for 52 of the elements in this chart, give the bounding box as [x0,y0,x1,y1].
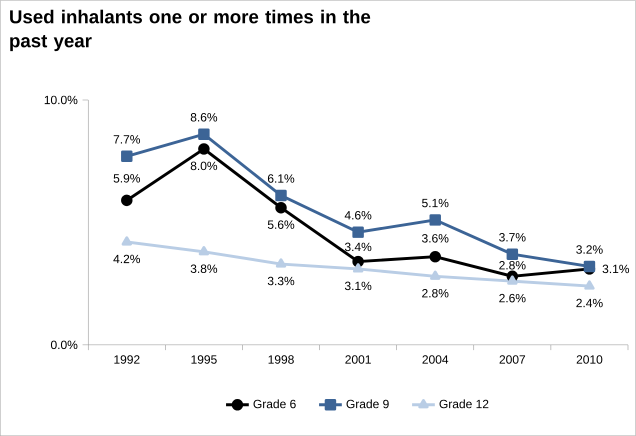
point [275,190,287,202]
data-label: 5.1% [422,198,448,208]
chart-title: Used inhalants one or more times in the past year [10,10,370,52]
x-tick-label: 1992 [114,355,140,364]
point [429,250,441,262]
data-label: 3.6% [422,234,448,243]
point [507,275,518,285]
x-tick-label: 2001 [345,355,371,364]
y-tick-label: 0.0% [50,340,78,350]
x-tick-label: 2004 [422,355,448,364]
data-label: 4.2% [113,254,140,264]
point [506,248,518,260]
data-label: 4.6% [344,210,372,220]
data-label: 3.1% [602,264,630,274]
point [275,202,287,214]
point [121,150,133,162]
data-label: 3.1% [344,282,372,290]
point [584,260,596,272]
data-label: 3.7% [499,233,526,242]
legend-label: Grade 6 [254,399,296,408]
data-label: 3.4% [344,242,372,252]
x-tick-label: 1995 [191,355,217,364]
data-label: 5.9% [114,174,140,183]
y-tick-label: 10.0% [44,96,78,104]
data-label: 5.6% [268,220,294,229]
x-tick-label: 1998 [268,355,294,364]
data-label: 3.3% [268,276,294,286]
data-label: 8.0% [190,162,218,170]
point [584,280,595,290]
point [429,214,441,226]
legend-label: Grade 12 [440,399,488,408]
point [352,263,364,272]
data-label: 8.6% [190,113,218,122]
data-label: 6.1% [268,174,294,183]
data-label: 2.8% [499,260,526,270]
data-label: 2.8% [422,288,448,298]
data-label: 3.2% [576,245,603,254]
point [122,236,132,246]
data-label: 2.4% [576,298,603,308]
point [121,194,133,206]
x-tick-label: 2010 [576,355,602,364]
data-label: 2.6% [499,294,526,302]
x-tick-label: 2007 [500,355,526,364]
point [276,258,286,268]
point [198,143,210,155]
data-label: 7.7% [114,135,140,144]
point [352,226,364,238]
data-label: 3.8% [190,264,218,273]
point [430,270,440,280]
legend-label: Grade 9 [346,399,389,408]
point [198,128,210,140]
point [198,246,210,256]
